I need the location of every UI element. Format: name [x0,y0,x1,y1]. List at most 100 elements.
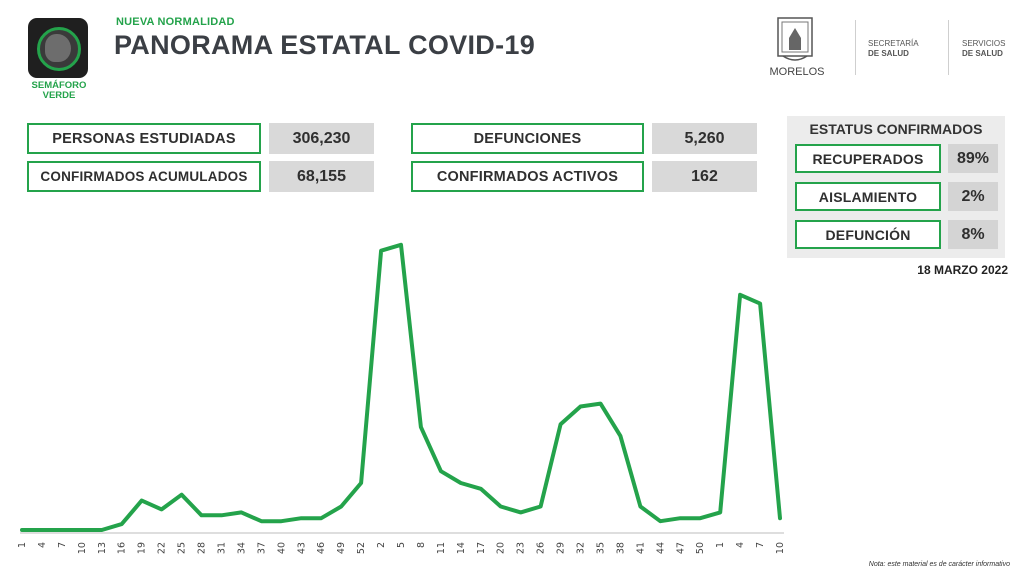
x-tick-label: 44 [655,542,666,554]
x-tick-label: 2 [376,542,387,548]
data-point [519,510,523,514]
data-point [658,519,662,523]
x-tick-label: 49 [336,542,347,554]
x-tick-label: 38 [615,542,626,554]
x-tick-label: 13 [97,542,108,554]
x-tick-label: 26 [536,542,547,554]
data-point [239,510,243,514]
defuncion-value: 8% [948,220,998,249]
servicios-line1: SERVICIOS [962,39,1006,48]
state-label: MORELOS [769,66,825,78]
x-tick-label: 23 [516,542,527,554]
confirmados-acumulados-value: 68,155 [269,161,374,192]
semaforo-icon [28,18,88,78]
data-point [439,469,443,473]
confirmados-activos-value: 162 [652,161,757,192]
secretaria-line2: DE SALUD [868,49,909,58]
data-point [80,528,84,532]
recuperados-label: RECUPERADOS [795,144,941,173]
data-point [738,293,742,297]
x-tick-label: 35 [595,542,606,554]
status-title: ESTATUS CONFIRMADOS [809,121,983,137]
secretaria-salud-logo: SECRETARÍA DE SALUD [868,39,919,59]
data-point [259,519,263,523]
secretaria-line1: SECRETARÍA [868,39,919,48]
x-tick-label: 41 [635,542,646,554]
x-tick-label: 1 [17,542,28,548]
data-point [299,516,303,520]
data-point [638,504,642,508]
data-point [359,481,363,485]
x-tick-label: 37 [256,542,267,554]
data-point [120,522,124,526]
confirmados-activos-label: CONFIRMADOS ACTIVOS [411,161,644,192]
x-tick-label: 16 [117,542,128,554]
aislamiento-value: 2% [948,182,998,211]
defunciones-label: DEFUNCIONES [411,123,644,154]
x-tick-label: 43 [296,542,307,554]
x-tick-label: 52 [356,542,367,554]
x-tick-label: 28 [197,542,208,554]
cases-line-chart: 1 4 7 10 13 16 19 22 25 28 31 34 37 40 43 46 49 52 2 5 8 11 14… [17,242,786,554]
data-point [419,425,423,429]
data-point [279,519,283,523]
x-tick-label: 8 [416,542,427,548]
data-point [20,528,24,532]
defunciones-value: 5,260 [652,123,757,154]
servicios-salud-logo: SERVICIOS DE SALUD [962,39,1005,59]
data-point [339,504,343,508]
x-tick-label: 31 [216,542,227,554]
data-point [579,405,583,409]
x-tick-label: 32 [576,542,587,554]
series-line [20,242,782,532]
morelos-crest-icon [777,17,813,61]
x-tick-label: 47 [675,542,686,554]
data-point [718,510,722,514]
x-tick-label: 4 [735,542,746,548]
data-point [559,422,563,426]
data-point [598,402,602,406]
data-point [40,528,44,532]
data-point [180,493,184,497]
footnote: Nota: este material es de carácter infor… [868,561,1010,568]
personas-estudiadas-value: 306,230 [269,123,374,154]
x-tick-label: 50 [695,542,706,554]
aislamiento-label: AISLAMIENTO [795,182,941,211]
data-point [678,516,682,520]
x-tick-label: 22 [157,542,168,554]
x-tick-label: 4 [37,542,48,548]
x-tick-label: 1 [715,542,726,548]
x-tick-label: 46 [316,542,327,554]
x-tick-label: 34 [236,542,247,554]
data-point [60,528,64,532]
recuperados-value: 89% [948,144,998,173]
x-tick-label: 14 [456,542,467,554]
x-tick-label: 19 [137,542,148,554]
x-tick-label: 5 [396,542,407,548]
data-point [399,243,403,247]
personas-estudiadas-label: PERSONAS ESTUDIADAS [27,123,261,154]
data-point [219,513,223,517]
data-point [499,504,503,508]
supertitle: NUEVA NORMALIDAD [116,16,235,28]
data-point [618,434,622,438]
x-tick-label: 7 [755,542,766,548]
data-point [100,528,104,532]
data-point [758,302,762,306]
x-tick-label: 25 [177,542,188,554]
data-point [160,507,164,511]
data-point [379,249,383,253]
data-point [319,516,323,520]
divider [948,20,949,75]
x-tick-label: 29 [556,542,567,554]
data-point [200,513,204,517]
x-tick-label: 20 [496,542,507,554]
data-point [778,516,782,520]
report-date: 18 MARZO 2022 [917,263,1008,277]
data-point [459,481,463,485]
divider [855,20,856,75]
data-point [479,487,483,491]
servicios-line2: DE SALUD [962,49,1003,58]
x-tick-label: 17 [476,542,487,554]
page-title: PANORAMA ESTATAL COVID-19 [114,30,536,60]
